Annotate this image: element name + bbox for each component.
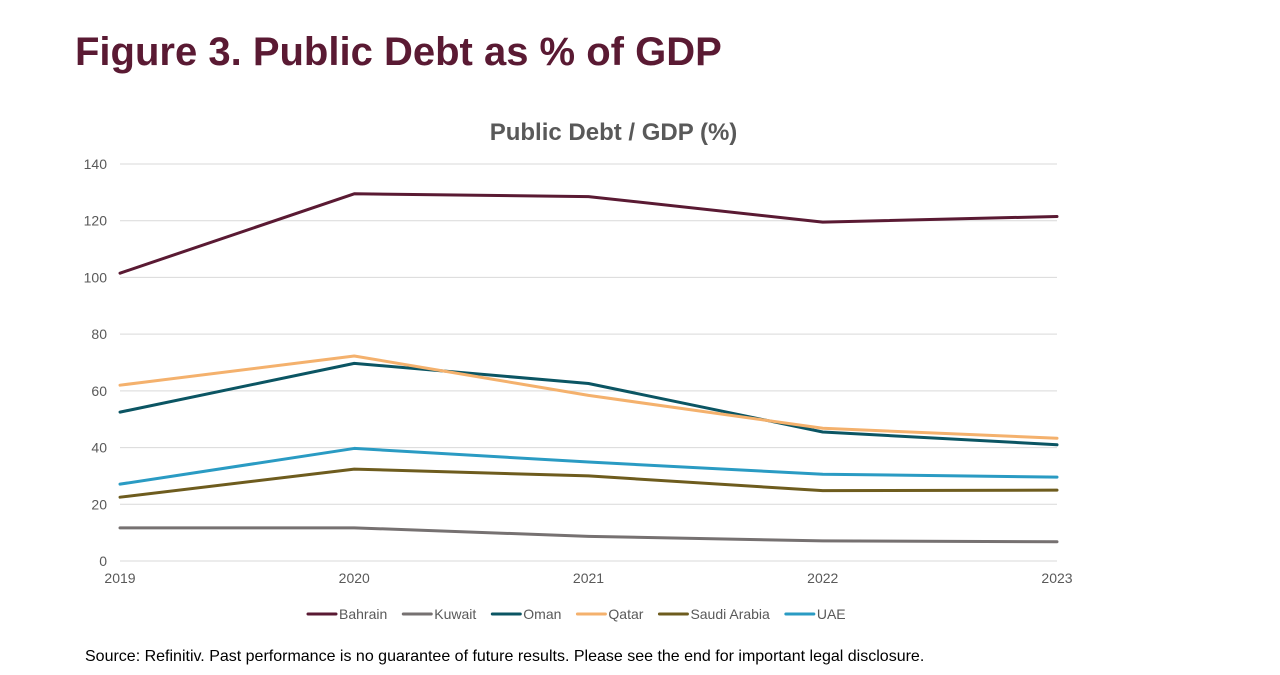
y-tick-label: 140	[84, 156, 108, 172]
legend-label: Qatar	[608, 606, 643, 622]
legend-label: UAE	[817, 606, 846, 622]
legend-label: Saudi Arabia	[690, 606, 770, 622]
legend-item-saudi-arabia: Saudi Arabia	[657, 606, 770, 622]
legend-item-oman: Oman	[490, 606, 561, 622]
x-tick-label: 2023	[1041, 570, 1072, 586]
y-tick-label: 0	[99, 553, 107, 569]
x-axis-tick-labels: 2019 2020 2021 2022 2023	[104, 570, 1072, 586]
source-note: Source: Refinitiv. Past performance is n…	[85, 648, 925, 665]
y-tick-label: 80	[91, 326, 107, 342]
x-tick-label: 2021	[573, 570, 604, 586]
y-tick-label: 120	[84, 213, 108, 229]
page-title: Figure 3. Public Debt as % of GDP	[75, 30, 722, 74]
x-tick-label: 2020	[339, 570, 370, 586]
legend-item-qatar: Qatar	[575, 606, 644, 622]
legend-label: Kuwait	[434, 606, 476, 622]
series-line-bahrain	[118, 192, 1059, 275]
legend: Bahrain Kuwait Oman Qatar Saudi Arabia UAE	[306, 606, 846, 622]
legend-item-uae: UAE	[784, 606, 846, 622]
chart-title: Public Debt / GDP (%)	[490, 119, 738, 146]
line-chart: Public Debt / GDP (%) 0 20 40 60 80 100 120 140…	[84, 119, 1073, 622]
legend-item-bahrain: Bahrain	[306, 606, 387, 622]
legend-item-kuwait: Kuwait	[401, 606, 476, 622]
legend-label: Bahrain	[339, 606, 387, 622]
y-tick-label: 40	[91, 440, 107, 456]
series-line-oman	[118, 361, 1059, 447]
x-tick-label: 2022	[807, 570, 838, 586]
series-line-uae	[118, 446, 1059, 486]
series-line-qatar	[118, 354, 1059, 440]
series-line-saudi-arabia	[118, 467, 1059, 499]
y-tick-label: 20	[91, 496, 107, 512]
y-tick-label: 60	[91, 383, 107, 399]
x-tick-label: 2019	[104, 570, 135, 586]
gridlines	[120, 163, 1057, 562]
y-tick-label: 100	[84, 269, 108, 285]
series-lines	[118, 192, 1059, 544]
legend-label: Oman	[523, 606, 561, 622]
y-axis-tick-labels: 0 20 40 60 80 100 120 140	[84, 156, 108, 569]
series-line-kuwait	[118, 526, 1059, 544]
